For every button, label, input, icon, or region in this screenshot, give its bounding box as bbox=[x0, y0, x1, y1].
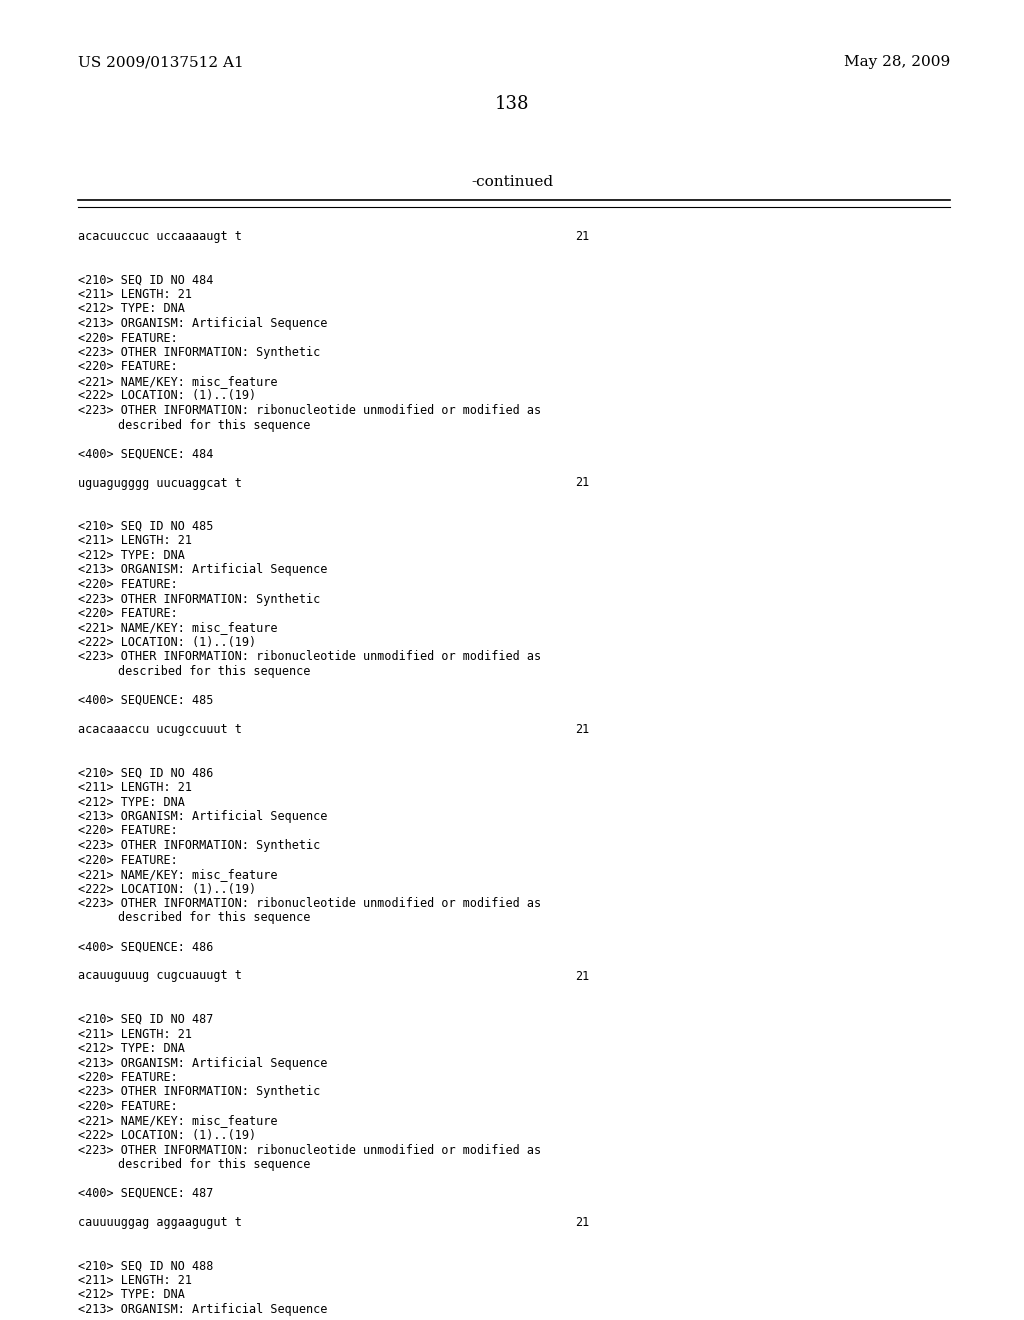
Text: <220> FEATURE:: <220> FEATURE: bbox=[78, 360, 178, 374]
Text: described for this sequence: described for this sequence bbox=[118, 665, 310, 678]
Text: <210> SEQ ID NO 488: <210> SEQ ID NO 488 bbox=[78, 1259, 213, 1272]
Text: 21: 21 bbox=[575, 230, 589, 243]
Text: 138: 138 bbox=[495, 95, 529, 114]
Text: <220> FEATURE:: <220> FEATURE: bbox=[78, 331, 178, 345]
Text: <220> FEATURE:: <220> FEATURE: bbox=[78, 825, 178, 837]
Text: <211> LENGTH: 21: <211> LENGTH: 21 bbox=[78, 1027, 193, 1040]
Text: <221> NAME/KEY: misc_feature: <221> NAME/KEY: misc_feature bbox=[78, 869, 278, 880]
Text: <213> ORGANISM: Artificial Sequence: <213> ORGANISM: Artificial Sequence bbox=[78, 564, 328, 577]
Text: <222> LOCATION: (1)..(19): <222> LOCATION: (1)..(19) bbox=[78, 1129, 256, 1142]
Text: US 2009/0137512 A1: US 2009/0137512 A1 bbox=[78, 55, 244, 69]
Text: 21: 21 bbox=[575, 477, 589, 490]
Text: <210> SEQ ID NO 485: <210> SEQ ID NO 485 bbox=[78, 520, 213, 533]
Text: <211> LENGTH: 21: <211> LENGTH: 21 bbox=[78, 781, 193, 795]
Text: described for this sequence: described for this sequence bbox=[118, 1158, 310, 1171]
Text: <212> TYPE: DNA: <212> TYPE: DNA bbox=[78, 796, 185, 808]
Text: 21: 21 bbox=[575, 1216, 589, 1229]
Text: <223> OTHER INFORMATION: Synthetic: <223> OTHER INFORMATION: Synthetic bbox=[78, 593, 321, 606]
Text: <223> OTHER INFORMATION: Synthetic: <223> OTHER INFORMATION: Synthetic bbox=[78, 346, 321, 359]
Text: <211> LENGTH: 21: <211> LENGTH: 21 bbox=[78, 288, 193, 301]
Text: cauuuuggag aggaagugut t: cauuuuggag aggaagugut t bbox=[78, 1216, 242, 1229]
Text: acauuguuug cugcuauugt t: acauuguuug cugcuauugt t bbox=[78, 969, 242, 982]
Text: <212> TYPE: DNA: <212> TYPE: DNA bbox=[78, 1041, 185, 1055]
Text: acacuuccuc uccaaaaugt t: acacuuccuc uccaaaaugt t bbox=[78, 230, 242, 243]
Text: <221> NAME/KEY: misc_feature: <221> NAME/KEY: misc_feature bbox=[78, 375, 278, 388]
Text: <400> SEQUENCE: 487: <400> SEQUENCE: 487 bbox=[78, 1187, 213, 1200]
Text: <400> SEQUENCE: 485: <400> SEQUENCE: 485 bbox=[78, 694, 213, 708]
Text: <212> TYPE: DNA: <212> TYPE: DNA bbox=[78, 302, 185, 315]
Text: <220> FEATURE:: <220> FEATURE: bbox=[78, 578, 178, 591]
Text: <222> LOCATION: (1)..(19): <222> LOCATION: (1)..(19) bbox=[78, 389, 256, 403]
Text: <223> OTHER INFORMATION: Synthetic: <223> OTHER INFORMATION: Synthetic bbox=[78, 840, 321, 851]
Text: <213> ORGANISM: Artificial Sequence: <213> ORGANISM: Artificial Sequence bbox=[78, 1303, 328, 1316]
Text: <222> LOCATION: (1)..(19): <222> LOCATION: (1)..(19) bbox=[78, 883, 256, 895]
Text: <212> TYPE: DNA: <212> TYPE: DNA bbox=[78, 1288, 185, 1302]
Text: <220> FEATURE:: <220> FEATURE: bbox=[78, 1071, 178, 1084]
Text: <210> SEQ ID NO 484: <210> SEQ ID NO 484 bbox=[78, 273, 213, 286]
Text: <213> ORGANISM: Artificial Sequence: <213> ORGANISM: Artificial Sequence bbox=[78, 1056, 328, 1069]
Text: <212> TYPE: DNA: <212> TYPE: DNA bbox=[78, 549, 185, 562]
Text: <400> SEQUENCE: 484: <400> SEQUENCE: 484 bbox=[78, 447, 213, 461]
Text: 21: 21 bbox=[575, 969, 589, 982]
Text: described for this sequence: described for this sequence bbox=[118, 418, 310, 432]
Text: <210> SEQ ID NO 486: <210> SEQ ID NO 486 bbox=[78, 767, 213, 780]
Text: <400> SEQUENCE: 486: <400> SEQUENCE: 486 bbox=[78, 940, 213, 953]
Text: <221> NAME/KEY: misc_feature: <221> NAME/KEY: misc_feature bbox=[78, 622, 278, 635]
Text: <223> OTHER INFORMATION: ribonucleotide unmodified or modified as: <223> OTHER INFORMATION: ribonucleotide … bbox=[78, 898, 541, 909]
Text: <220> FEATURE:: <220> FEATURE: bbox=[78, 854, 178, 866]
Text: <211> LENGTH: 21: <211> LENGTH: 21 bbox=[78, 1274, 193, 1287]
Text: <213> ORGANISM: Artificial Sequence: <213> ORGANISM: Artificial Sequence bbox=[78, 810, 328, 822]
Text: <223> OTHER INFORMATION: ribonucleotide unmodified or modified as: <223> OTHER INFORMATION: ribonucleotide … bbox=[78, 404, 541, 417]
Text: described for this sequence: described for this sequence bbox=[118, 912, 310, 924]
Text: -continued: -continued bbox=[471, 176, 553, 189]
Text: <223> OTHER INFORMATION: Synthetic: <223> OTHER INFORMATION: Synthetic bbox=[78, 1085, 321, 1098]
Text: <221> NAME/KEY: misc_feature: <221> NAME/KEY: misc_feature bbox=[78, 1114, 278, 1127]
Text: uguagugggg uucuaggcat t: uguagugggg uucuaggcat t bbox=[78, 477, 242, 490]
Text: <222> LOCATION: (1)..(19): <222> LOCATION: (1)..(19) bbox=[78, 636, 256, 649]
Text: May 28, 2009: May 28, 2009 bbox=[844, 55, 950, 69]
Text: <223> OTHER INFORMATION: ribonucleotide unmodified or modified as: <223> OTHER INFORMATION: ribonucleotide … bbox=[78, 1143, 541, 1156]
Text: <220> FEATURE:: <220> FEATURE: bbox=[78, 1100, 178, 1113]
Text: acacaaaccu ucugccuuut t: acacaaaccu ucugccuuut t bbox=[78, 723, 242, 737]
Text: <211> LENGTH: 21: <211> LENGTH: 21 bbox=[78, 535, 193, 548]
Text: <210> SEQ ID NO 487: <210> SEQ ID NO 487 bbox=[78, 1012, 213, 1026]
Text: <213> ORGANISM: Artificial Sequence: <213> ORGANISM: Artificial Sequence bbox=[78, 317, 328, 330]
Text: <220> FEATURE:: <220> FEATURE: bbox=[78, 607, 178, 620]
Text: 21: 21 bbox=[575, 723, 589, 737]
Text: <223> OTHER INFORMATION: ribonucleotide unmodified or modified as: <223> OTHER INFORMATION: ribonucleotide … bbox=[78, 651, 541, 664]
